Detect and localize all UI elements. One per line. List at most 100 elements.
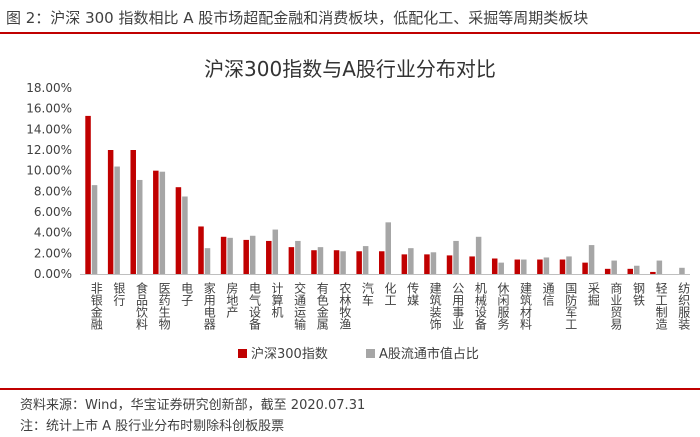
x-tick-label: 休闲服务 [496,282,510,330]
chart-title: 沪深300指数与A股行业分布对比 [204,57,496,81]
bar-a-share [588,245,595,274]
x-tick-label: 房地产 [225,281,239,319]
bar-hs300 [356,251,362,274]
bar-hs300 [85,115,91,275]
plot-bars [85,115,685,275]
bar-hs300 [130,150,136,274]
bar-hs300 [582,262,588,274]
bar-a-share [204,248,211,274]
bar-hs300 [537,259,543,274]
bar-a-share [408,248,414,274]
bar-hs300 [220,236,227,274]
x-axis: 非银金融 银行 食品饮料 医药生物 电子 家用电器 房地产 电气设备 计算机 交通运输 有色金属 农林… [80,274,691,331]
bar-a-share [272,229,279,274]
x-tick-label: 非银金融 [89,282,103,331]
bar-hs300 [198,226,204,274]
bar-a-share [385,222,391,274]
legend-label-a-share: A股流通市值占比 [379,346,479,362]
bar-a-share [227,237,233,274]
y-tick-label: 0.00% [34,267,72,281]
x-tick-label: 钢铁 [632,282,646,306]
x-tick-label: 纺织服装 [677,282,691,331]
bar-hs300 [243,239,249,274]
bar-a-share [656,260,663,274]
bar-a-share [159,171,166,274]
x-tick-label: 化工 [383,282,397,306]
x-tick-label: 汽车 [360,281,374,307]
bar-a-share [611,260,617,274]
x-tick-label: 建筑装饰 [428,282,442,330]
x-tick-label: 公用事业 [451,282,465,330]
bar-a-share [566,256,572,274]
bar-hs300 [107,150,114,274]
bar-hs300 [627,268,634,274]
bar-hs300 [266,240,272,274]
bar-a-share [182,196,188,274]
bar-hs300 [379,251,385,274]
x-tick-label: 建筑材料 [519,282,533,330]
x-tick-label: 家用电器 [202,281,216,331]
bar-a-share [679,267,685,274]
x-tick-label: 商业贸易 [609,281,623,331]
y-tick-label: 10.00% [26,164,72,178]
bar-a-share [91,185,98,274]
x-tick-label: 电子 [180,282,194,306]
top-rule [0,32,700,34]
bar-a-share [295,240,301,274]
y-tick-label: 6.00% [34,205,72,219]
y-tick-label: 12.00% [26,143,72,157]
legend-swatch-hs300 [238,349,247,358]
legend-swatch-a-share [366,349,375,358]
x-tick-label: 电气设备 [247,282,261,331]
x-tick-label: 交通运输 [293,281,307,331]
bar-hs300 [491,258,498,274]
x-tick-label: 食品饮料 [134,281,148,330]
bar-hs300 [424,254,430,274]
bar-a-share [430,252,437,274]
bar-a-share [521,259,527,274]
x-tick-label: 计算机 [270,282,284,318]
bar-a-share [475,236,482,274]
bar-a-share [317,247,324,274]
y-tick-label: 16.00% [26,102,72,116]
bar-hs300 [288,247,295,274]
x-tick-label: 通信 [541,282,555,307]
x-tick-label: 传媒 [406,281,420,306]
y-axis: 0.00% 2.00% 4.00% 6.00% 8.00% 10.00% 12.00% 14.… [26,81,72,281]
bar-hs300 [446,255,453,274]
x-tick-label: 国防军工 [564,282,578,330]
bar-hs300 [311,250,317,274]
note-text: 注：统计上市 A 股行业分布时剔除科创板股票 [20,419,285,434]
figure-title: 图 2：沪深 300 指数相比 A 股市场超配金融和消费板块，低配化工、采掘等周… [6,9,589,27]
bar-hs300 [559,259,566,274]
bar-a-share [362,246,369,274]
bar-a-share [340,251,346,274]
bar-a-share [453,240,459,274]
source-text: 资料来源：Wind，华宝证券研究创新部，截至 2020.07.31 [20,398,366,413]
legend-label-hs300: 沪深300指数 [251,346,328,362]
bar-hs300 [333,250,340,274]
bar-hs300 [175,187,182,274]
bar-chart: 沪深300指数与A股行业分布对比 0.00% 2.00% 4.00% 6.00% 8.0… [26,57,691,362]
y-tick-label: 18.00% [26,81,72,95]
bar-a-share [114,166,120,274]
legend: 沪深300指数 A股流通市值占比 [238,346,479,362]
bar-hs300 [153,170,159,274]
x-tick-label: 银行 [112,282,126,306]
y-tick-label: 4.00% [34,226,72,240]
bar-a-share [136,179,143,274]
x-tick-label: 医药生物 [157,282,171,330]
bar-a-share [543,257,550,274]
y-tick-label: 8.00% [34,184,72,198]
bar-hs300 [604,268,611,274]
bar-hs300 [514,259,521,274]
bottom-rule [0,388,700,390]
x-tick-label: 有色金属 [315,282,329,331]
bar-a-share [249,235,256,274]
y-tick-label: 14.00% [26,122,72,136]
x-tick-label: 采掘 [586,282,600,307]
y-tick-label: 2.00% [34,246,72,260]
bar-hs300 [401,254,408,274]
x-tick-label: 机械设备 [473,282,487,331]
bar-a-share [498,262,504,274]
